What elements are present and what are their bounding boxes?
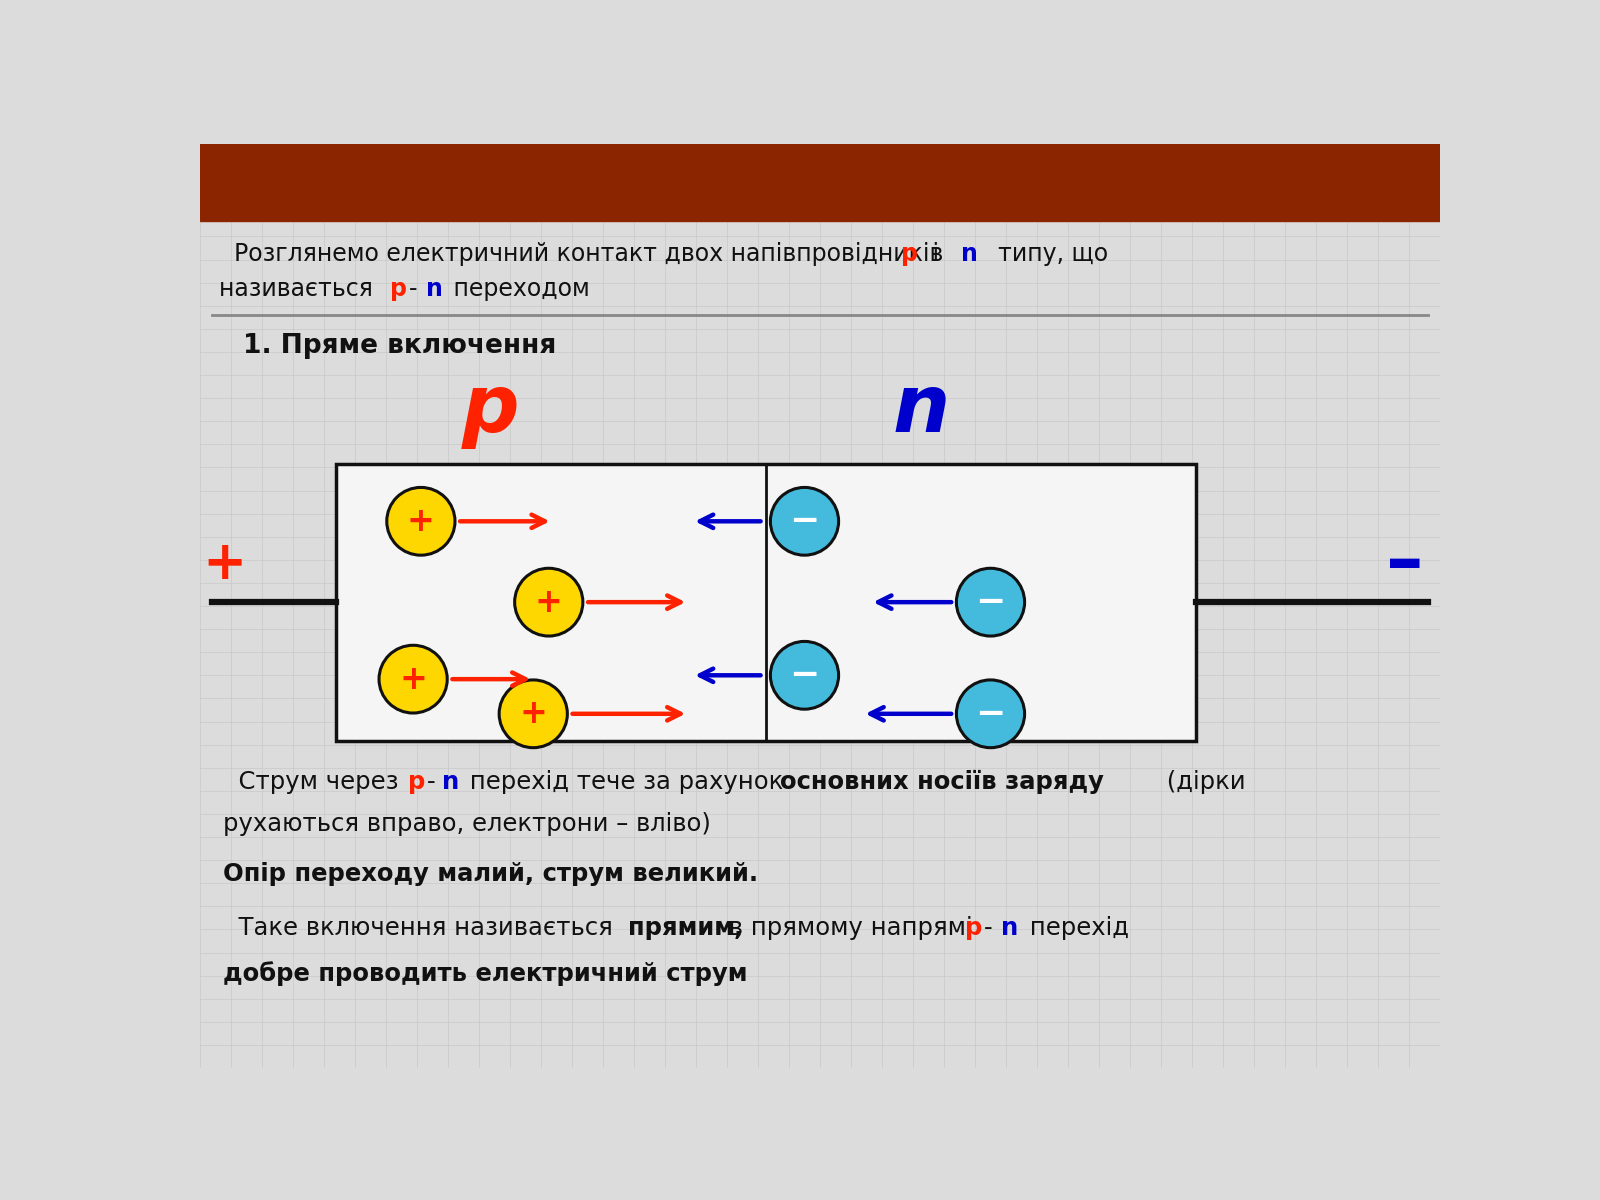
Text: p: p [462,371,520,449]
Text: +: + [520,697,547,731]
Text: p: p [390,277,406,301]
Text: Струм через: Струм через [224,769,406,793]
Circle shape [387,487,454,556]
Text: p: p [408,769,426,793]
Text: -: - [984,916,994,940]
Text: p: p [901,242,918,266]
Text: n: n [893,371,949,449]
Text: Розглянемо електричний контакт двох напівпровідників: Розглянемо електричний контакт двох напі… [219,242,952,266]
Text: +: + [203,538,246,589]
Text: -: - [410,277,418,301]
Text: Таке включення називається: Таке включення називається [224,916,621,940]
Text: і: і [925,242,939,266]
Circle shape [379,646,448,713]
Text: +: + [398,662,427,696]
Text: основних носіїв заряду: основних носіїв заряду [779,769,1104,793]
Text: рухаються вправо, електрони – вліво): рухаються вправо, електрони – вліво) [224,812,710,836]
Text: перехід тече за рахунок: перехід тече за рахунок [462,769,790,793]
Text: (дірки: (дірки [1160,769,1246,793]
Bar [336,463,1195,740]
Text: +: + [406,505,435,538]
Text: −: − [976,697,1006,731]
Text: n: n [962,242,978,266]
Circle shape [771,487,838,556]
Bar [200,144,1440,221]
Text: перехід: перехід [1021,916,1128,940]
Text: 1. Пряме включення: 1. Пряме включення [243,332,555,359]
Text: типу, що: типу, що [982,242,1107,266]
Text: −: − [789,659,819,692]
Text: Опір переходу малий, струм великий.: Опір переходу малий, струм великий. [224,862,758,886]
Text: добре проводить електричний струм: добре проводить електричний струм [224,961,747,986]
Text: n: n [1000,916,1018,940]
Circle shape [499,680,568,748]
Text: p: p [965,916,982,940]
Circle shape [957,569,1024,636]
Text: n: n [426,277,443,301]
Text: n: n [442,769,459,793]
Text: +: + [534,586,563,619]
Text: –: – [1386,527,1424,600]
Text: переходом: переходом [446,277,590,301]
Text: −: − [976,586,1006,619]
Circle shape [771,642,838,709]
Text: в прямому напрямі: в прямому напрямі [720,916,981,940]
Text: прямим,: прямим, [627,916,742,940]
Text: −: − [789,504,819,539]
Text: -: - [427,769,435,793]
Circle shape [957,680,1024,748]
Circle shape [515,569,582,636]
Text: називається: називається [219,277,381,301]
